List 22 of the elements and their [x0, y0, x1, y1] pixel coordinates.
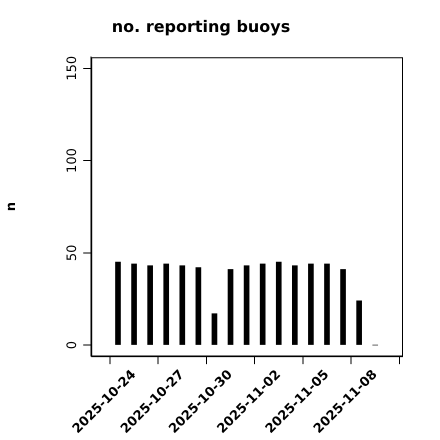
y-tick-label: 100 — [65, 148, 80, 173]
bar — [356, 300, 362, 345]
y-axis-title: n — [4, 202, 20, 212]
bar — [115, 262, 121, 345]
bar — [276, 262, 282, 345]
bar — [212, 313, 218, 345]
bar — [179, 265, 186, 345]
bar — [324, 264, 330, 345]
y-tick-label: 50 — [65, 244, 80, 262]
bar — [340, 269, 346, 345]
bar — [228, 269, 234, 345]
bar — [292, 265, 298, 345]
y-tick-label: 0 — [65, 340, 80, 350]
bar — [163, 264, 170, 345]
bar — [147, 265, 153, 345]
bar — [260, 264, 266, 345]
chart-title: no. reporting buoys — [112, 16, 290, 36]
bar — [244, 265, 250, 345]
bar — [131, 264, 137, 345]
bar — [308, 264, 314, 345]
bar — [196, 267, 202, 345]
y-tick-label: 150 — [65, 56, 80, 81]
